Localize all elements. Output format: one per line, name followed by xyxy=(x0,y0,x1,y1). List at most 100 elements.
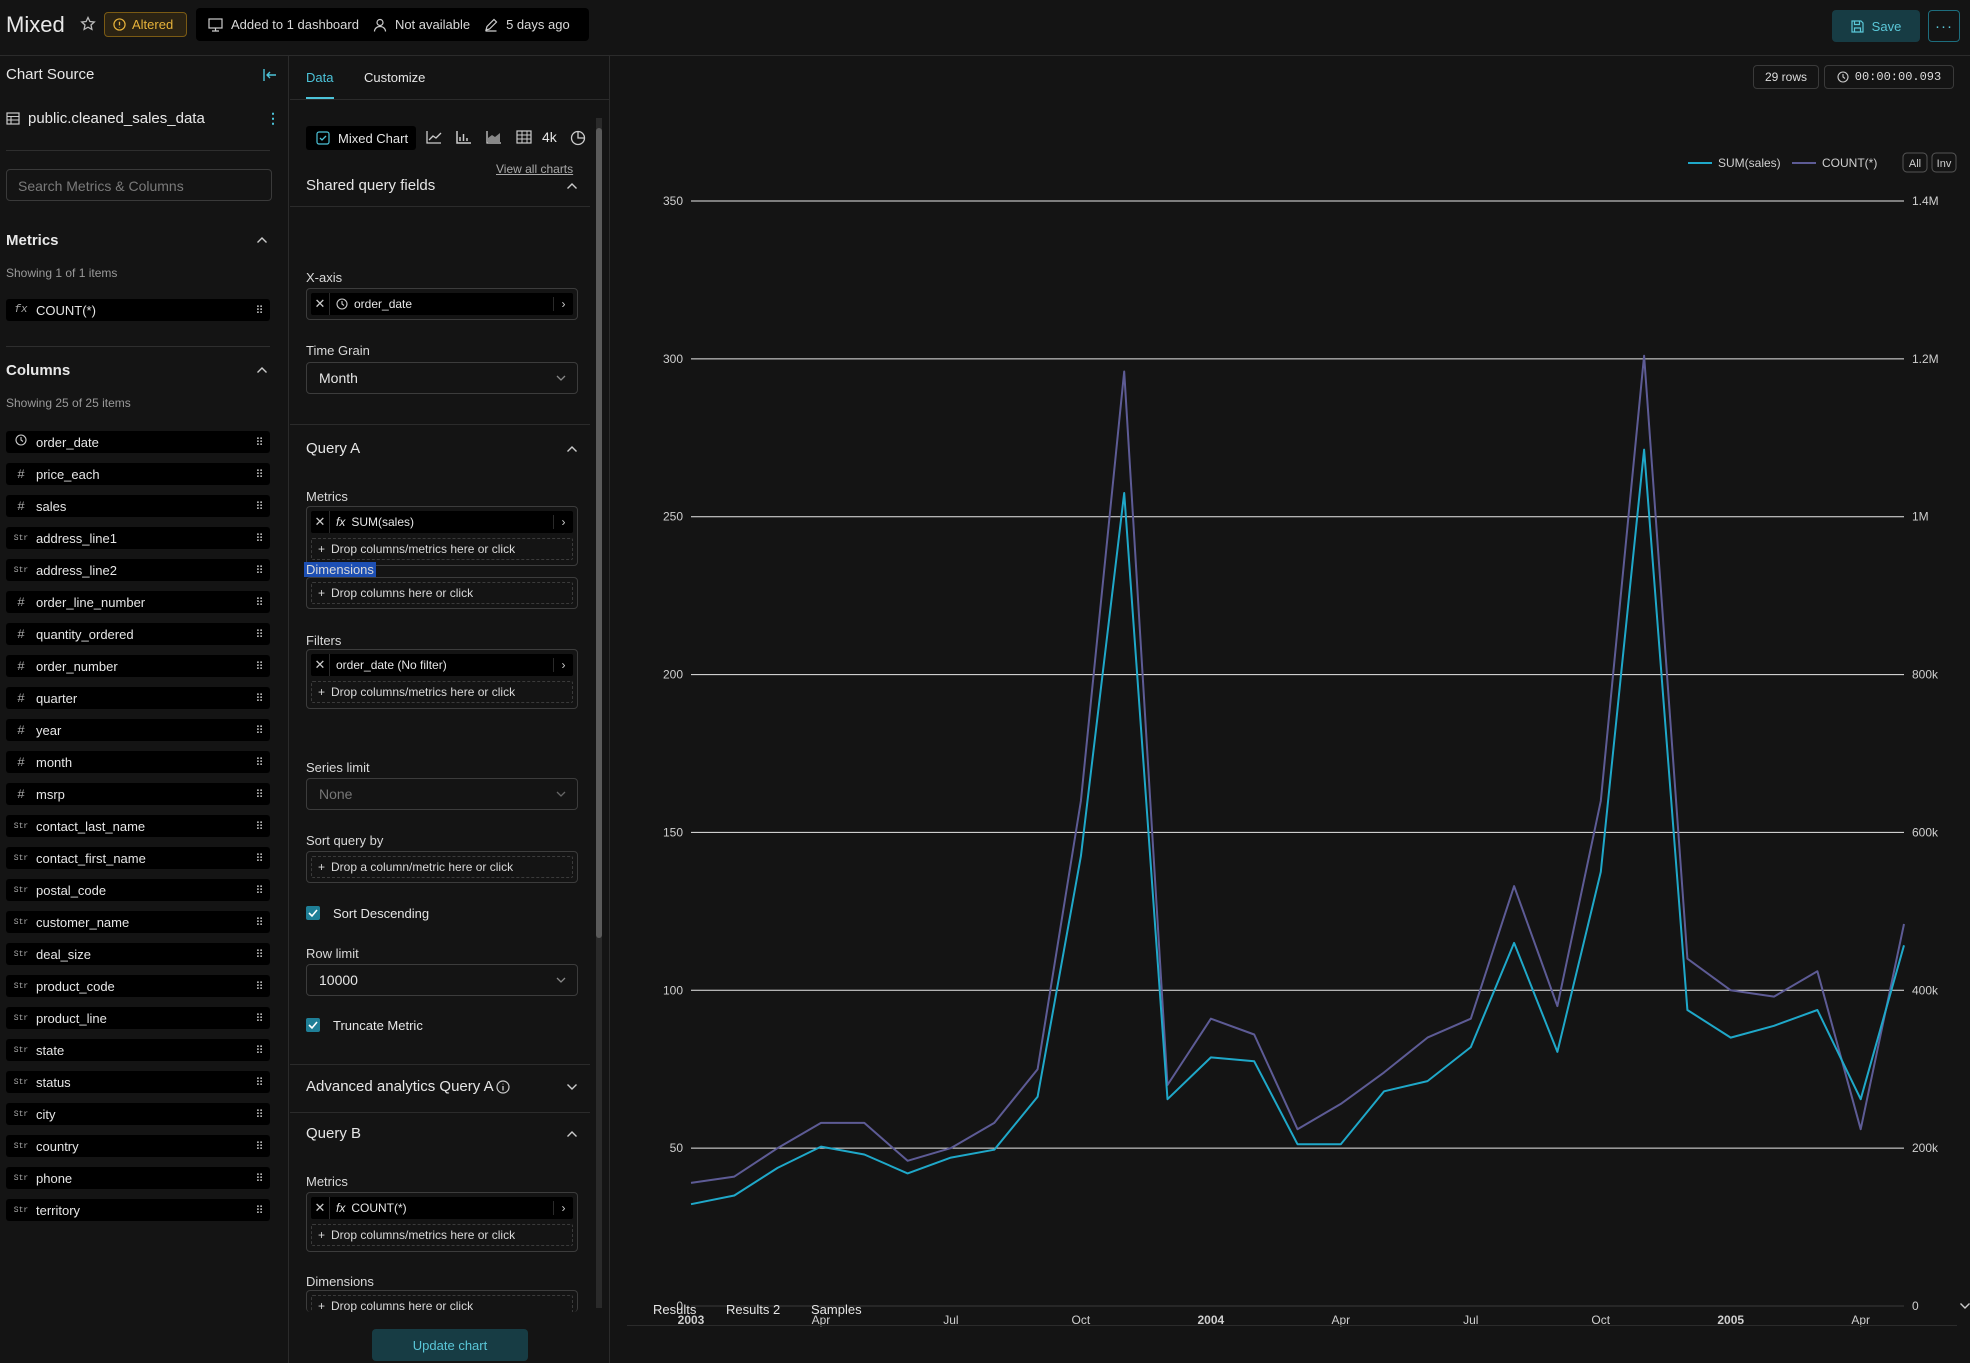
altered-badge[interactable]: Altered xyxy=(104,12,187,37)
chevron-right-icon[interactable]: › xyxy=(553,297,573,311)
drag-handle-icon[interactable]: ⠿ xyxy=(255,980,263,993)
area-chart-icon[interactable] xyxy=(486,130,502,144)
xaxis-pill[interactable]: ✕ order_date › xyxy=(311,293,573,315)
drag-handle-icon[interactable]: ⠿ xyxy=(255,852,263,865)
column-item[interactable]: Str product_code ⠿ xyxy=(6,975,270,997)
remove-icon[interactable]: ✕ xyxy=(314,657,326,672)
line-chart-icon[interactable] xyxy=(426,130,442,144)
column-item[interactable]: # price_each ⠿ xyxy=(6,463,270,485)
truncate-metric-checkbox[interactable] xyxy=(306,1018,320,1032)
metric-a-pill[interactable]: ✕ fx SUM(sales) › xyxy=(311,511,573,533)
legend-all-button[interactable]: All xyxy=(1909,158,1921,170)
drag-handle-icon[interactable]: ⠿ xyxy=(255,692,263,705)
favorite-star-icon[interactable] xyxy=(80,16,96,32)
scrollbar-thumb[interactable] xyxy=(596,128,602,938)
drag-handle-icon[interactable]: ⠿ xyxy=(255,948,263,961)
column-item[interactable]: Str product_line ⠿ xyxy=(6,1007,270,1029)
drag-handle-icon[interactable]: ⠿ xyxy=(255,788,263,801)
drag-handle-icon[interactable]: ⠿ xyxy=(255,724,263,737)
drag-handle-icon[interactable]: ⠿ xyxy=(255,1108,263,1121)
column-item[interactable]: # quantity_ordered ⠿ xyxy=(6,623,270,645)
dashboards-info[interactable]: Added to 1 dashboard xyxy=(208,17,359,32)
legend-button-frame[interactable] xyxy=(1931,152,1957,173)
drag-handle-icon[interactable]: ⠿ xyxy=(255,628,263,641)
metrics-collapse-icon[interactable] xyxy=(256,236,268,244)
column-item[interactable]: Str country ⠿ xyxy=(6,1135,270,1157)
dataset-menu-icon[interactable]: ⋮ xyxy=(266,110,280,126)
column-item[interactable]: # order_line_number ⠿ xyxy=(6,591,270,613)
column-item[interactable]: Str city ⠿ xyxy=(6,1103,270,1125)
metrics-a-dropzone[interactable]: + Drop columns/metrics here or click xyxy=(311,538,573,560)
dimensions-b-dropzone[interactable]: + Drop columns here or click xyxy=(311,1295,573,1312)
drag-handle-icon[interactable]: ⠿ xyxy=(255,1204,263,1217)
drag-handle-icon[interactable]: ⠿ xyxy=(255,436,263,449)
column-item[interactable]: Str address_line1 ⠿ xyxy=(6,527,270,549)
metric-item[interactable]: fx COUNT(*) ⠿ xyxy=(6,299,270,321)
drag-handle-icon[interactable]: ⠿ xyxy=(255,1140,263,1153)
drag-handle-icon[interactable]: ⠿ xyxy=(255,916,263,929)
sort-descending-checkbox[interactable] xyxy=(306,906,320,920)
remove-icon[interactable]: ✕ xyxy=(314,296,326,311)
drag-handle-icon[interactable]: ⠿ xyxy=(255,596,263,609)
drag-handle-icon[interactable]: ⠿ xyxy=(255,1012,263,1025)
drag-handle-icon[interactable]: ⠿ xyxy=(255,500,263,513)
table-chart-icon[interactable] xyxy=(516,130,532,144)
sort-dropzone[interactable]: + Drop a column/metric here or click xyxy=(311,856,573,878)
column-item[interactable]: Str phone ⠿ xyxy=(6,1167,270,1189)
advanced-expand-icon[interactable] xyxy=(566,1083,578,1091)
save-button[interactable]: Save xyxy=(1832,10,1920,42)
column-item[interactable]: # sales ⠿ xyxy=(6,495,270,517)
more-options-button[interactable]: ··· xyxy=(1928,10,1960,42)
column-item[interactable]: # quarter ⠿ xyxy=(6,687,270,709)
drag-handle-icon[interactable]: ⠿ xyxy=(255,756,263,769)
query-b-collapse-icon[interactable] xyxy=(566,1130,578,1138)
dataset-name[interactable]: public.cleaned_sales_data xyxy=(28,110,205,127)
column-item[interactable]: Str status ⠿ xyxy=(6,1071,270,1093)
drag-handle-icon[interactable]: ⠿ xyxy=(255,304,263,317)
columns-collapse-icon[interactable] xyxy=(256,366,268,374)
legend-inv-button[interactable]: Inv xyxy=(1937,158,1952,170)
column-item[interactable]: Str customer_name ⠿ xyxy=(6,911,270,933)
collapse-results-icon[interactable] xyxy=(1959,1302,1970,1310)
drag-handle-icon[interactable]: ⠿ xyxy=(255,820,263,833)
modified-info[interactable]: 5 days ago xyxy=(484,17,570,32)
drag-handle-icon[interactable]: ⠿ xyxy=(255,468,263,481)
big-number-icon[interactable]: 4k xyxy=(542,129,557,145)
search-metrics-input[interactable]: Search Metrics & Columns xyxy=(6,169,272,201)
remove-icon[interactable]: ✕ xyxy=(314,514,326,529)
column-item[interactable]: # order_number ⠿ xyxy=(6,655,270,677)
owner-info[interactable]: Not available xyxy=(373,17,470,32)
metrics-b-dropzone[interactable]: + Drop columns/metrics here or click xyxy=(311,1224,573,1246)
drag-handle-icon[interactable]: ⠿ xyxy=(255,564,263,577)
drag-handle-icon[interactable]: ⠿ xyxy=(255,532,263,545)
column-item[interactable]: Str contact_last_name ⠿ xyxy=(6,815,270,837)
tab-data[interactable]: Data xyxy=(306,70,334,85)
tab-customize[interactable]: Customize xyxy=(364,70,426,85)
tab-results[interactable]: Results xyxy=(653,1302,697,1317)
column-item[interactable]: # msrp ⠿ xyxy=(6,783,270,805)
shared-collapse-icon[interactable] xyxy=(566,182,578,190)
dimensions-a-dropzone[interactable]: + Drop columns here or click xyxy=(311,582,573,604)
chevron-right-icon[interactable]: › xyxy=(553,658,573,672)
column-item[interactable]: Str deal_size ⠿ xyxy=(6,943,270,965)
tab-results-2[interactable]: Results 2 xyxy=(726,1302,781,1317)
query-a-collapse-icon[interactable] xyxy=(566,445,578,453)
shared-query-heading[interactable]: Shared query fields xyxy=(306,177,436,194)
bar-chart-icon[interactable] xyxy=(456,130,472,144)
series-limit-select[interactable]: None xyxy=(306,778,578,810)
timegrain-select[interactable]: Month xyxy=(306,362,578,394)
drag-handle-icon[interactable]: ⠿ xyxy=(255,660,263,673)
advanced-analytics-heading[interactable]: Advanced analytics Query A xyxy=(306,1078,494,1095)
legend-button-frame[interactable] xyxy=(1902,152,1928,173)
column-item[interactable]: # month ⠿ xyxy=(6,751,270,773)
mixed-chart-button[interactable]: Mixed Chart xyxy=(306,126,416,150)
column-item[interactable]: order_date ⠿ xyxy=(6,431,270,453)
query-a-heading[interactable]: Query A xyxy=(306,440,361,457)
pie-chart-icon[interactable] xyxy=(570,130,586,146)
update-chart-button[interactable]: Update chart xyxy=(372,1329,528,1361)
row-limit-select[interactable]: 10000 xyxy=(306,964,578,996)
info-icon[interactable] xyxy=(496,1080,510,1094)
column-item[interactable]: Str state ⠿ xyxy=(6,1039,270,1061)
drag-handle-icon[interactable]: ⠿ xyxy=(255,1172,263,1185)
chevron-right-icon[interactable]: › xyxy=(553,1201,573,1215)
